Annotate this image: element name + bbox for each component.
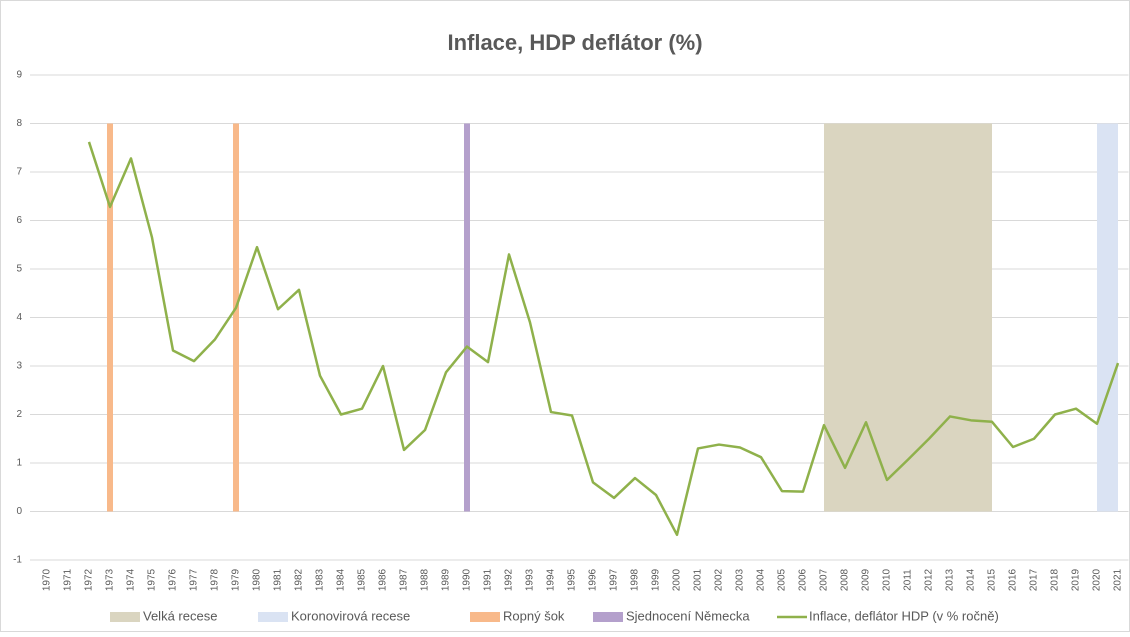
y-tick-label: 0 xyxy=(16,506,22,517)
x-tick-label: 1975 xyxy=(147,568,158,591)
x-tick-label: 1988 xyxy=(420,568,431,591)
x-tick-label: 2008 xyxy=(840,568,851,591)
x-tick-label: 2013 xyxy=(945,568,956,591)
x-tick-label: 1996 xyxy=(588,568,599,591)
x-tick-label: 2009 xyxy=(861,568,872,591)
x-tick-label: 1986 xyxy=(378,568,389,591)
x-tick-label: 1971 xyxy=(63,568,74,591)
x-tick-label: 1997 xyxy=(609,568,620,591)
event-span xyxy=(233,123,239,512)
y-tick-label: 5 xyxy=(16,264,22,275)
x-tick-label: 2012 xyxy=(924,568,935,591)
x-tick-label: 1995 xyxy=(567,568,578,591)
x-tick-label: 1972 xyxy=(84,568,95,591)
y-tick-label: 1 xyxy=(16,458,22,469)
x-tick-label: 1985 xyxy=(357,568,368,591)
legend-label: Koronovirová recese xyxy=(291,608,410,623)
x-tick-label: 2007 xyxy=(819,568,830,591)
legend-swatch xyxy=(258,612,288,622)
x-tick-label: 2016 xyxy=(1008,568,1019,591)
x-tick-label: 2003 xyxy=(735,568,746,591)
x-tick-label: 2011 xyxy=(903,569,914,591)
x-tick-label: 1974 xyxy=(126,568,137,591)
x-tick-label: 1987 xyxy=(399,568,410,591)
y-tick-label: 4 xyxy=(16,312,22,323)
x-tick-label: 2019 xyxy=(1071,568,1082,591)
x-tick-label: 1983 xyxy=(315,568,326,591)
event-span xyxy=(1097,123,1118,512)
legend-label: Sjednocení Německa xyxy=(626,608,750,623)
event-span xyxy=(824,123,992,512)
x-tick-label: 2014 xyxy=(966,568,977,591)
x-tick-label: 2001 xyxy=(693,568,704,591)
legend-swatch xyxy=(470,612,500,622)
x-tick-label: 1981 xyxy=(273,568,284,591)
x-tick-label: 2006 xyxy=(798,568,809,591)
x-tick-label: 1980 xyxy=(252,568,263,591)
y-tick-label: 7 xyxy=(16,167,22,178)
legend-label: Inflace, deflátor HDP (v % ročně) xyxy=(809,608,999,623)
x-tick-label: 2010 xyxy=(882,568,893,591)
legend-swatch xyxy=(110,612,140,622)
x-tick-label: 2005 xyxy=(777,568,788,591)
x-tick-label: 2000 xyxy=(672,568,683,591)
x-tick-label: 1979 xyxy=(231,568,242,591)
x-tick-label: 1970 xyxy=(42,568,53,591)
x-tick-label: 2004 xyxy=(756,568,767,591)
x-tick-label: 1989 xyxy=(441,568,452,591)
y-tick-label: 8 xyxy=(16,118,22,129)
event-span xyxy=(107,123,113,512)
x-tick-label: 1977 xyxy=(189,568,200,591)
x-tick-label: 1984 xyxy=(336,568,347,591)
legend-label: Velká recese xyxy=(143,608,217,623)
x-tick-label: 1998 xyxy=(630,568,641,591)
x-tick-label: 2002 xyxy=(714,568,725,591)
x-tick-label: 1982 xyxy=(294,568,305,591)
legend-label: Ropný šok xyxy=(503,608,565,623)
event-span xyxy=(464,123,470,512)
chart-title: Inflace, HDP deflátor (%) xyxy=(447,30,702,55)
data-line xyxy=(87,141,1120,537)
x-tick-label: 2017 xyxy=(1029,568,1040,591)
x-tick-label: 1973 xyxy=(105,568,116,591)
y-tick-label: 2 xyxy=(16,409,22,420)
x-tick-label: 1990 xyxy=(462,568,473,591)
x-tick-label: 1976 xyxy=(168,568,179,591)
x-tick-label: 1993 xyxy=(525,568,536,591)
x-tick-label: 1999 xyxy=(651,568,662,591)
x-tick-label: 1991 xyxy=(483,568,494,591)
x-tick-label: 1994 xyxy=(546,568,557,591)
y-tick-label: 9 xyxy=(16,70,22,81)
y-tick-label: 3 xyxy=(16,361,22,372)
y-tick-label: -1 xyxy=(13,555,22,566)
x-tick-label: 1978 xyxy=(210,568,221,591)
x-tick-label: 2018 xyxy=(1050,568,1061,591)
x-tick-label: 1992 xyxy=(504,568,515,591)
legend-swatch xyxy=(593,612,623,622)
y-tick-label: 6 xyxy=(16,215,22,226)
x-tick-label: 2015 xyxy=(987,568,998,591)
x-tick-label: 2021 xyxy=(1113,568,1124,591)
x-tick-label: 2020 xyxy=(1092,568,1103,591)
